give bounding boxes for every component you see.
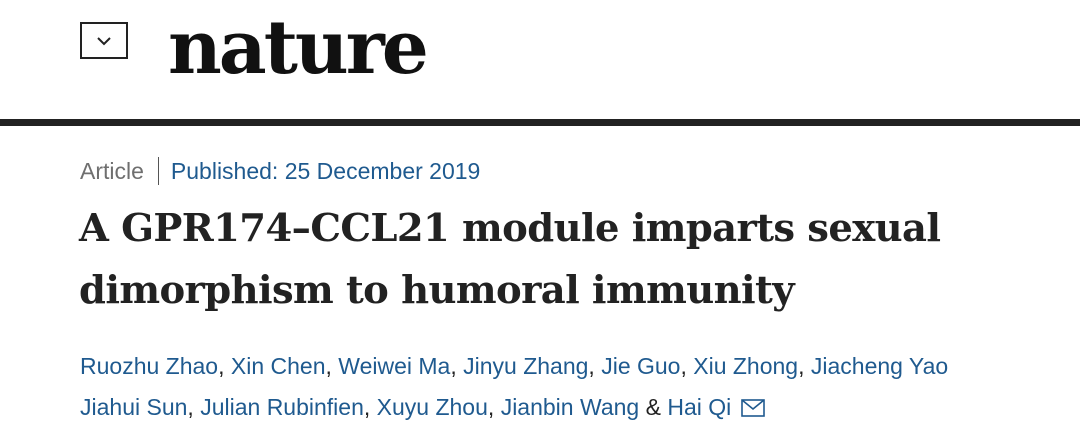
author-separator: ,	[588, 353, 602, 379]
meta-separator	[157, 157, 159, 185]
author-link[interactable]: Weiwei Ma	[338, 353, 451, 379]
author-link[interactable]: Hai Qi	[667, 394, 732, 420]
article-meta: Article Published: 25 December 2019	[80, 156, 480, 186]
author-separator: ,	[680, 353, 694, 379]
article-title: A GPR174–CCL21 module imparts sexual dim…	[79, 198, 1039, 322]
author-separator: ,	[450, 353, 464, 379]
published-date: Published: 25 December 2019	[170, 157, 481, 184]
author-link[interactable]: Ruozhu Zhao	[80, 353, 219, 379]
author-list: Ruozhu Zhao, Xin Chen, Weiwei Ma, Jinyu …	[80, 346, 980, 430]
author-link[interactable]: Xin Chen	[230, 353, 326, 379]
author-separator: &	[639, 394, 668, 420]
site-header: nature	[0, 0, 1080, 118]
author-separator: ,	[218, 353, 231, 379]
author-link[interactable]: Jianbin Wang	[500, 394, 640, 420]
author-link[interactable]: Jinyu Zhang	[463, 353, 589, 379]
mail-icon[interactable]	[740, 389, 765, 430]
author-separator: ,	[187, 394, 201, 420]
nature-logo[interactable]: nature	[168, 5, 429, 91]
article-type-label: Article	[80, 157, 144, 184]
header-divider	[0, 119, 1080, 126]
author-link[interactable]: Jiahui Sun	[80, 394, 188, 420]
chevron-down-icon	[97, 36, 111, 45]
menu-toggle-button[interactable]	[80, 22, 128, 59]
author-separator: ,	[798, 353, 811, 379]
author-separator: ,	[325, 353, 339, 379]
article-title-line-1: A GPR174–CCL21 module imparts sexual	[79, 206, 941, 251]
author-separator: ,	[363, 394, 377, 420]
author-link[interactable]: Xiu Zhong	[693, 353, 799, 379]
article-title-line-2: dimorphism to humoral immunity	[79, 268, 795, 313]
author-link[interactable]: Julian Rubinfien	[200, 394, 364, 420]
author-link[interactable]: Jie Guo	[601, 353, 681, 379]
author-link[interactable]: Jiacheng Yao	[810, 353, 949, 379]
author-link[interactable]: Xuyu Zhou	[376, 394, 488, 420]
author-separator: ,	[487, 394, 501, 420]
